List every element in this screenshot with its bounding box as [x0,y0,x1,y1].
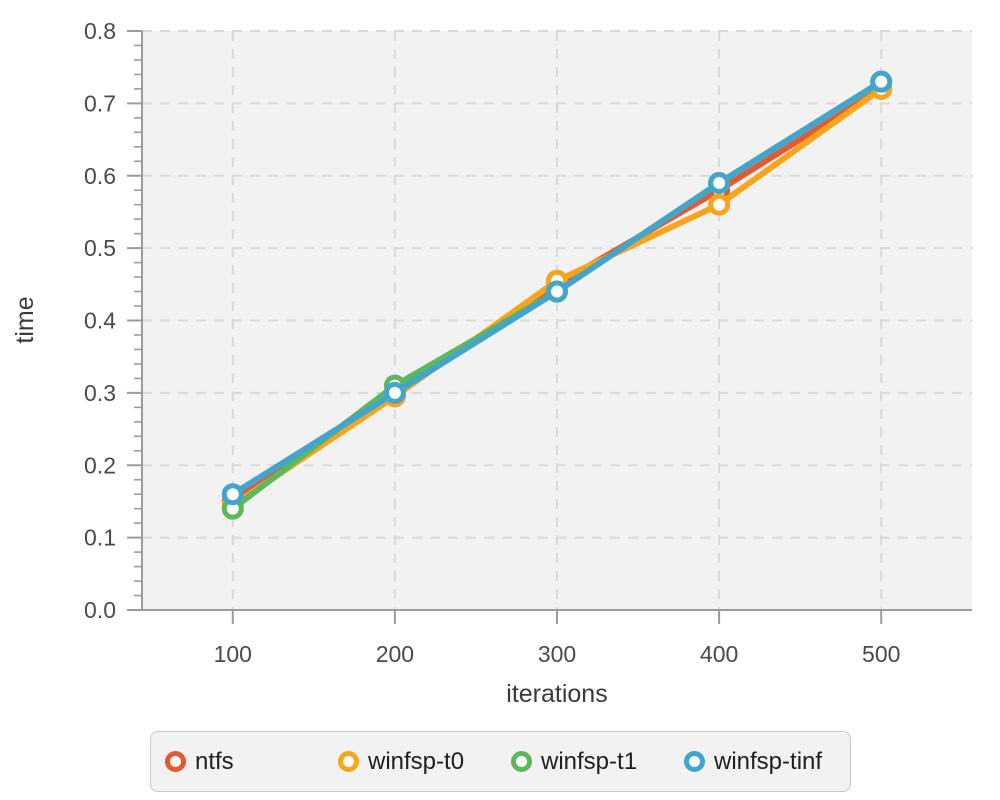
y-tick-label: 0.1 [84,525,116,551]
legend-item-winfsp-t1[interactable]: winfsp-t1 [511,748,684,776]
axes [127,30,972,624]
y-tick-label: 0.7 [84,90,116,116]
x-tick-label: 200 [376,641,414,667]
legend-item-ntfs[interactable]: ntfs [165,748,338,776]
y-tick-label: 0.5 [84,235,116,261]
legend-marker-icon [511,751,532,772]
series-winfsp-tinf [221,70,893,506]
legend-label: winfsp-t0 [368,747,465,775]
legend-label: winfsp-t1 [541,747,638,775]
data-point-winfsp-tinf [221,483,244,506]
legend-label: winfsp-tinf [714,747,823,775]
legend-item-winfsp-t0[interactable]: winfsp-t0 [338,748,511,776]
series-lines [221,70,893,520]
line-chart: 0.0 0.1 0.2 0.3 0.4 0.5 0.6 0.7 0.8 100 200 300 400 5… [11,18,972,708]
legend-label: ntfs [195,747,234,775]
legend-marker-icon [338,751,359,772]
y-tick-label: 0.3 [84,380,116,406]
x-tick-label: 500 [862,641,900,667]
legend-marker-icon [165,751,186,772]
tick-labels: 0.0 0.1 0.2 0.3 0.4 0.5 0.6 0.7 0.8 100 200 300 400 5… [84,18,900,667]
data-point-winfsp-tinf [708,171,731,194]
y-tick-label: 0.6 [84,163,116,189]
legend-item-winfsp-tinf[interactable]: winfsp-tinf [684,748,822,776]
data-point-winfsp-tinf [546,280,568,303]
data-point-winfsp-tinf [870,70,893,93]
x-tick-label: 400 [700,641,738,667]
x-tick-label: 300 [538,641,576,667]
data-point-winfsp-t0 [708,193,731,216]
x-tick-label: 100 [214,641,252,667]
y-axis-label: time [11,296,39,343]
legend-marker-icon [684,751,705,772]
y-tick-label: 0.0 [84,597,116,623]
y-tick-label: 0.4 [84,308,116,334]
data-point-winfsp-tinf [383,381,406,404]
gridlines [142,30,972,610]
y-tick-label: 0.2 [84,452,116,478]
legend: ntfs winfsp-t0 winfsp-t1 winfsp-tinf [150,731,851,792]
x-axis-label: iterations [506,680,607,708]
y-tick-label: 0.8 [84,18,116,44]
